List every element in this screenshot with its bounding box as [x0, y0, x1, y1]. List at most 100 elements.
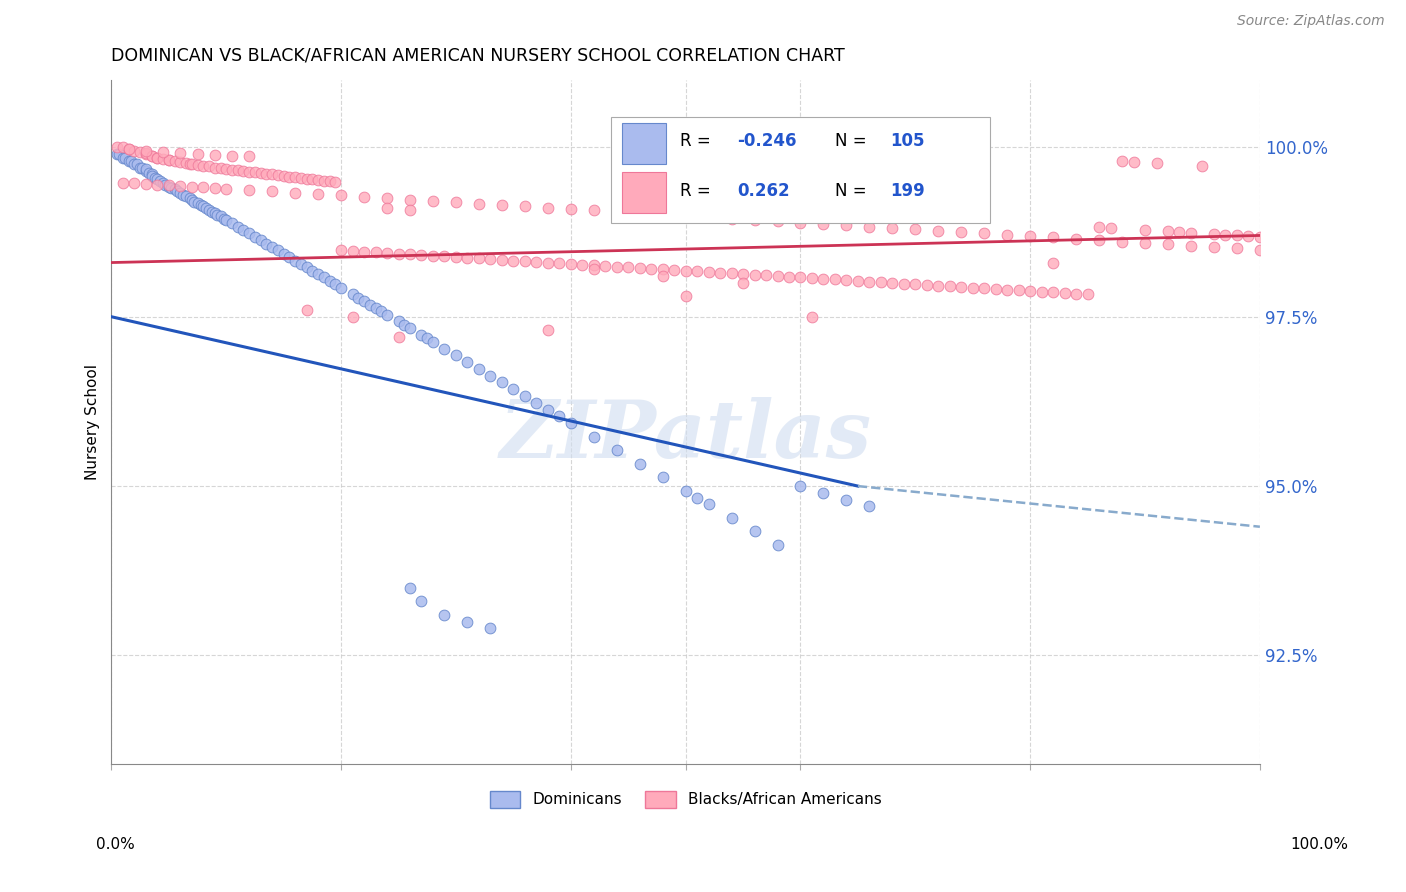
Point	[262, 240, 284, 254]
Point	[163, 182, 186, 196]
Point	[114, 151, 136, 165]
Point	[325, 277, 347, 292]
Point	[149, 174, 172, 188]
Point	[375, 202, 398, 216]
Point	[491, 198, 513, 212]
Point	[129, 145, 152, 160]
Point	[307, 187, 329, 202]
Point	[675, 263, 697, 277]
Point	[606, 443, 628, 458]
Point	[1053, 286, 1076, 301]
Point	[232, 223, 254, 237]
Point	[105, 140, 128, 154]
Point	[152, 145, 174, 160]
Point	[394, 318, 416, 332]
Point	[180, 157, 202, 171]
Point	[212, 211, 235, 226]
Point	[904, 222, 927, 236]
Point	[1180, 226, 1202, 240]
Point	[744, 268, 766, 282]
Point	[163, 153, 186, 168]
Point	[146, 151, 169, 165]
Point	[204, 161, 226, 175]
Point	[651, 269, 673, 284]
Point	[375, 246, 398, 260]
Point	[278, 169, 301, 184]
Point	[582, 430, 605, 444]
Point	[226, 219, 249, 234]
Point	[135, 144, 157, 158]
Point	[256, 167, 278, 181]
Point	[193, 199, 215, 213]
Point	[766, 538, 789, 552]
Point	[858, 275, 880, 289]
Point	[939, 279, 962, 293]
Point	[548, 256, 571, 270]
Point	[491, 376, 513, 390]
Point	[399, 193, 422, 207]
Point	[157, 153, 180, 168]
Point	[1042, 230, 1064, 244]
Point	[422, 194, 444, 208]
Point	[267, 168, 290, 182]
Point	[651, 470, 673, 484]
Point	[146, 178, 169, 192]
Point	[375, 308, 398, 322]
Point	[411, 594, 433, 608]
Text: N =: N =	[835, 182, 872, 200]
Point	[882, 221, 904, 235]
Point	[399, 321, 422, 335]
Point	[433, 607, 456, 622]
Legend: Dominicans, Blacks/African Americans: Dominicans, Blacks/African Americans	[484, 784, 887, 814]
Point	[720, 511, 742, 525]
Point	[243, 229, 266, 244]
Point	[1168, 225, 1191, 239]
Point	[353, 190, 375, 204]
Point	[927, 224, 949, 238]
Text: R =: R =	[681, 182, 721, 200]
Point	[187, 158, 209, 172]
Point	[1180, 238, 1202, 252]
Point	[284, 253, 307, 268]
Point	[157, 153, 180, 167]
Point	[364, 245, 387, 260]
Text: 0.262: 0.262	[737, 182, 790, 200]
Point	[187, 147, 209, 161]
Point	[215, 182, 238, 196]
Point	[962, 280, 984, 294]
Point	[278, 250, 301, 264]
Point	[187, 196, 209, 211]
Point	[209, 210, 232, 224]
Point	[1146, 156, 1168, 170]
Point	[169, 179, 191, 194]
Point	[284, 170, 307, 185]
Point	[108, 147, 131, 161]
Point	[1088, 220, 1111, 235]
Point	[628, 457, 651, 471]
Point	[353, 244, 375, 259]
Point	[422, 249, 444, 263]
Point	[307, 267, 329, 281]
Point	[215, 162, 238, 177]
Point	[238, 149, 260, 163]
Point	[238, 227, 260, 241]
Point	[882, 276, 904, 290]
Point	[778, 269, 800, 284]
Point	[995, 283, 1018, 297]
Point	[513, 389, 536, 403]
Point	[479, 368, 502, 383]
Point	[824, 272, 846, 286]
Point	[205, 208, 228, 222]
Point	[456, 355, 478, 369]
Point	[801, 310, 824, 324]
Point	[606, 260, 628, 274]
Point	[111, 176, 134, 190]
Point	[927, 278, 949, 293]
Point	[444, 250, 467, 264]
Point	[295, 260, 318, 275]
Point	[146, 151, 169, 165]
Point	[312, 270, 335, 285]
Point	[1215, 227, 1237, 242]
Point	[364, 301, 387, 315]
Point	[858, 500, 880, 514]
